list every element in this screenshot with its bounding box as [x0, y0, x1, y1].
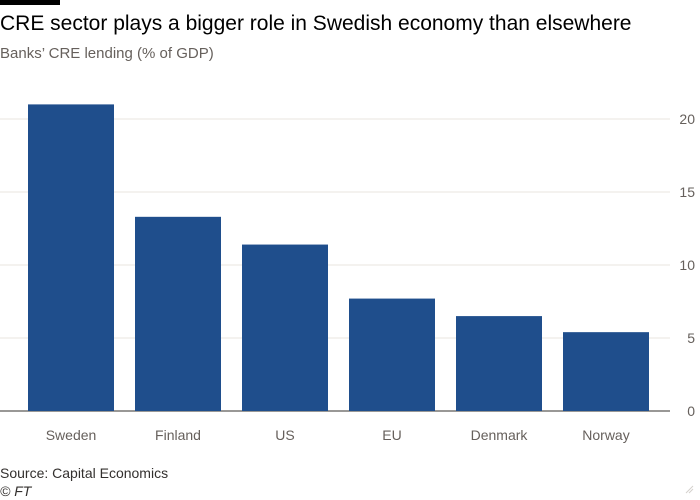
x-tick-label: Sweden	[46, 427, 97, 443]
chart-subtitle: Banks’ CRE lending (% of GDP)	[0, 45, 214, 62]
y-tick-label: 5	[687, 330, 695, 346]
bar-sweden	[28, 104, 114, 412]
bars	[28, 104, 649, 412]
x-tick-label: US	[275, 427, 294, 443]
x-tick-label: Norway	[582, 427, 629, 443]
y-tick-label: 0	[687, 403, 695, 419]
resize-corner-icon	[685, 485, 694, 494]
top-rule	[0, 0, 60, 5]
x-tick-label: EU	[382, 427, 401, 443]
x-tick-label: Finland	[155, 427, 201, 443]
ft-copyright: © FT	[0, 483, 32, 499]
bar-denmark	[456, 316, 542, 411]
bar-finland	[135, 216, 221, 411]
x-tick-label: Denmark	[471, 427, 529, 443]
axis-labels: 0 5 10 15 20 Sweden Finland US EU Denmark Norway	[46, 111, 696, 443]
bar-eu	[349, 298, 435, 411]
y-tick-label: 15	[679, 184, 695, 200]
bar-norway	[563, 332, 649, 411]
bar-us	[242, 244, 328, 411]
source-note: Source: Capital Economics	[0, 465, 169, 481]
chart-title: CRE sector plays a bigger role in Swedis…	[0, 12, 632, 35]
y-tick-label: 20	[679, 111, 695, 127]
y-tick-label: 10	[679, 257, 695, 273]
